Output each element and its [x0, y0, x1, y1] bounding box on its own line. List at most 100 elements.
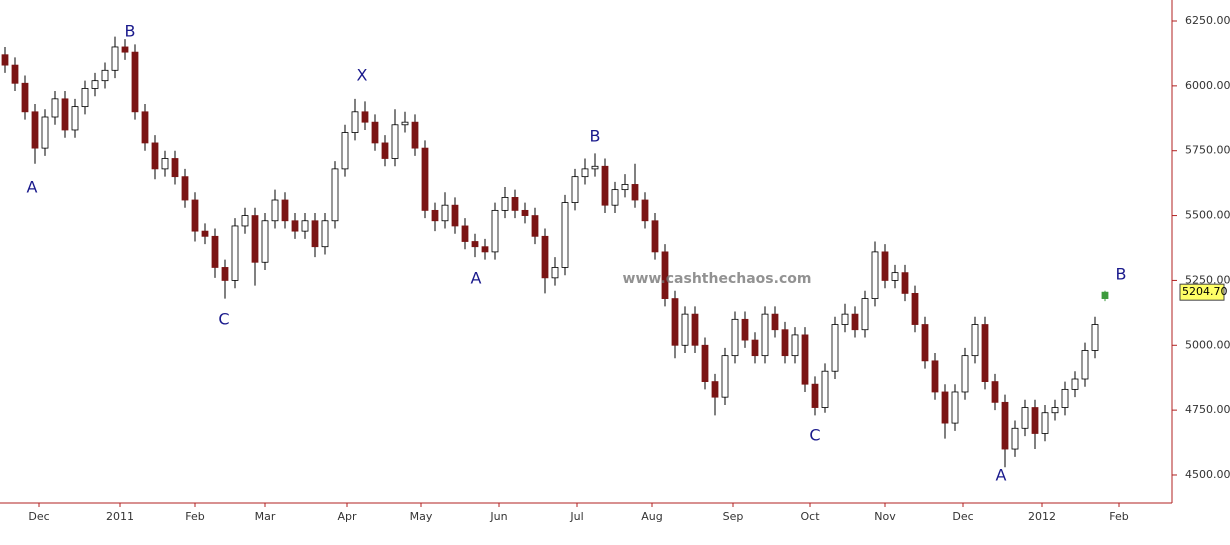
candle-body	[851, 313, 859, 331]
candle-body	[401, 121, 409, 126]
candle-body	[451, 204, 459, 227]
candle-body	[61, 98, 69, 131]
candle-body	[761, 313, 769, 357]
candle-body	[971, 324, 979, 357]
candle-body	[671, 298, 679, 346]
candle-body	[421, 147, 429, 211]
candle-body	[751, 339, 759, 357]
x-tick-label: 2012	[1028, 510, 1056, 523]
candle-body	[801, 334, 809, 385]
candle-body	[571, 176, 579, 204]
x-tick-label: May	[410, 510, 433, 523]
y-tick-label: 5250.00	[1185, 273, 1230, 286]
candle-body	[381, 142, 389, 159]
candle-body	[681, 313, 689, 346]
candle-body	[301, 220, 309, 232]
candle-body	[941, 391, 949, 424]
candle-body	[1011, 427, 1019, 450]
y-tick-label: 6000.00	[1185, 79, 1230, 92]
x-tick-label: Nov	[874, 510, 896, 523]
candle-body	[1, 54, 9, 66]
x-tick-label: Dec	[952, 510, 973, 523]
candle-body	[581, 168, 589, 178]
candle-body	[1031, 407, 1039, 434]
x-tick-label: Mar	[255, 510, 276, 523]
x-tick-label: Feb	[185, 510, 204, 523]
candle-body	[151, 142, 159, 170]
last-price-label: 5204.70	[1182, 285, 1228, 298]
candle-body	[531, 215, 539, 237]
candle-body	[621, 184, 629, 191]
candle-body	[511, 197, 519, 211]
candle-body	[561, 202, 569, 268]
y-tick-label: 5750.00	[1185, 144, 1230, 157]
x-tick-label: 2011	[106, 510, 134, 523]
candle-body	[541, 235, 549, 279]
candle-body	[471, 241, 479, 248]
candle-body	[221, 267, 229, 281]
wave-label: B	[125, 21, 136, 40]
candle-body	[261, 220, 269, 263]
candle-body	[951, 391, 959, 424]
x-tick-label: Dec	[28, 510, 49, 523]
candle-body	[11, 64, 19, 84]
candle-body	[321, 220, 329, 248]
candle-body	[841, 313, 849, 325]
watermark: www.cashthechaos.com	[623, 271, 812, 287]
candle-body	[921, 324, 929, 362]
candle-body	[141, 111, 149, 144]
wave-label: X	[357, 66, 368, 85]
candle-body	[1001, 401, 1009, 450]
candle-body	[901, 272, 909, 294]
candle-body	[861, 298, 869, 331]
last-price-box	[1179, 283, 1225, 301]
candle-body	[231, 225, 239, 281]
candle-body	[981, 324, 989, 382]
candle-body	[711, 381, 719, 398]
candle-body	[891, 272, 899, 281]
candle-body	[601, 165, 609, 206]
candle-body	[491, 209, 499, 253]
candle-body	[931, 360, 939, 393]
candle-body	[191, 199, 199, 232]
candle-body	[361, 111, 369, 123]
candle-body	[101, 69, 109, 82]
candle-body	[871, 251, 879, 299]
candle-body	[1041, 412, 1049, 434]
candle-body	[521, 209, 529, 216]
y-tick-label: 5000.00	[1185, 338, 1230, 351]
y-tick-label: 6250.00	[1185, 14, 1230, 27]
candle-body	[121, 46, 129, 53]
candle-body	[251, 215, 259, 263]
wave-label: C	[809, 426, 820, 445]
x-tick-label: Sep	[723, 510, 744, 523]
candle-body	[331, 168, 339, 222]
candle-body	[461, 225, 469, 242]
candle-body	[961, 355, 969, 393]
candle-body	[411, 121, 419, 149]
candle-body	[881, 251, 889, 281]
candle-body	[741, 318, 749, 341]
candle-body	[1091, 324, 1099, 351]
candle-body	[181, 176, 189, 201]
x-tick-label: Jul	[569, 510, 583, 523]
candle-body	[31, 111, 39, 149]
candle-body	[651, 220, 659, 253]
candle-body	[241, 215, 249, 227]
candle-body	[551, 267, 559, 279]
x-tick-label: Oct	[800, 510, 820, 523]
candle-body	[351, 111, 359, 133]
candle-body	[371, 121, 379, 144]
candle-body	[91, 80, 99, 89]
wave-label: A	[996, 466, 1007, 485]
candle-body	[1101, 291, 1109, 299]
candle-body	[501, 197, 509, 211]
candle-body	[661, 251, 669, 299]
candle-body	[481, 246, 489, 253]
candle-body	[991, 381, 999, 403]
candle-body	[161, 158, 169, 170]
candle-body	[391, 124, 399, 159]
candle-body	[271, 199, 279, 222]
candle-body	[731, 318, 739, 357]
candle-body	[1021, 407, 1029, 429]
